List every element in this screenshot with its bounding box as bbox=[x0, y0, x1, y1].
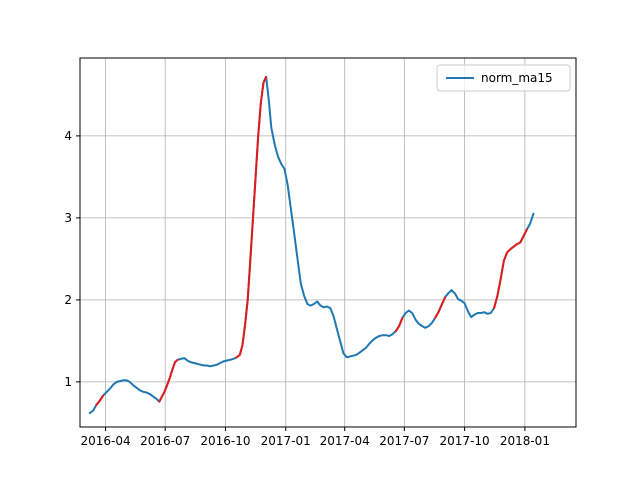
highlight-segment bbox=[394, 316, 404, 333]
x-tick-label: 2017-04 bbox=[320, 434, 370, 448]
highlight-segment bbox=[434, 296, 446, 319]
legend-label: norm_ma15 bbox=[481, 71, 553, 85]
highlight-segment bbox=[235, 75, 268, 359]
y-tick-label: 2 bbox=[64, 293, 72, 307]
x-tick-label: 2016-04 bbox=[80, 434, 130, 448]
y-tick-label: 1 bbox=[64, 375, 72, 389]
x-tick-label: 2016-07 bbox=[140, 434, 190, 448]
legend: norm_ma15 bbox=[436, 64, 571, 92]
y-tick-label: 3 bbox=[64, 211, 72, 225]
grid-lines bbox=[80, 58, 576, 427]
x-tick-label: 2017-10 bbox=[440, 434, 490, 448]
highlight-segment bbox=[95, 394, 104, 406]
y-tick-label: 4 bbox=[64, 129, 72, 143]
x-tick-label: 2018-01 bbox=[500, 434, 550, 448]
x-tick-label: 2017-01 bbox=[261, 434, 311, 448]
plot-frame bbox=[79, 57, 577, 428]
axis-ticks: 2016-04 2016-07 2016-10 2017-01 2017-04 2017-… bbox=[64, 129, 550, 448]
series-lines bbox=[88, 75, 535, 415]
x-tick-label: 2016-10 bbox=[200, 434, 250, 448]
highlight-segment bbox=[158, 358, 179, 403]
x-tick-label: 2017-07 bbox=[379, 434, 429, 448]
highlight-segment bbox=[493, 228, 528, 310]
legend-box bbox=[436, 64, 571, 92]
